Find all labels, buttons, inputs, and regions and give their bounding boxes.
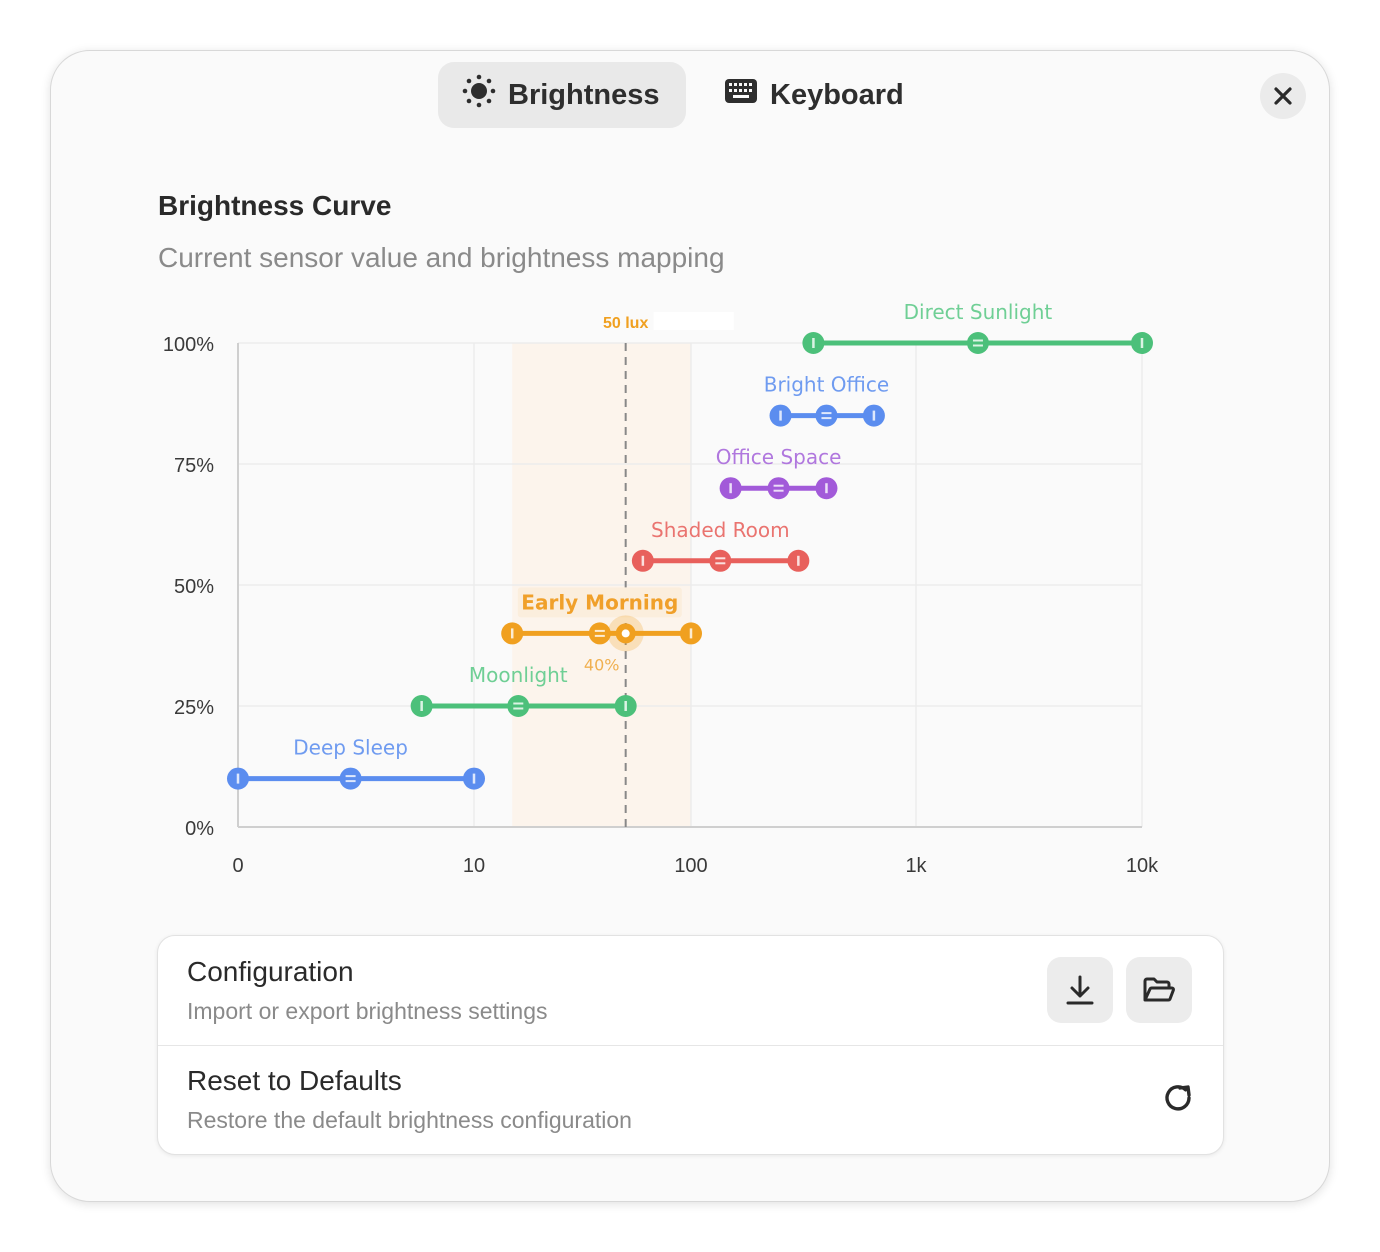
y-tick-label: 50% (174, 576, 214, 598)
x-tick-label: 10k (1126, 855, 1159, 877)
y-tick-label: 25% (174, 697, 214, 719)
close-icon (1274, 87, 1292, 105)
configuration-row: Configuration Import or export brightnes… (158, 936, 1223, 1046)
mid-handle[interactable] (966, 332, 989, 354)
mid-handle[interactable] (339, 767, 362, 790)
mid-handle[interactable] (767, 477, 790, 500)
mid-handle[interactable] (588, 622, 611, 645)
series-label: Bright Office (764, 373, 889, 397)
x-tick-label: 0 (232, 855, 243, 877)
series-label: Early Morning (521, 590, 678, 614)
tab-keyboard[interactable]: Keyboard (700, 62, 930, 128)
current-brightness-label: 40% (584, 655, 620, 674)
x-tick-label: 100 (674, 855, 707, 877)
y-tick-label: 0% (185, 818, 214, 840)
configuration-title: Configuration (187, 956, 354, 987)
series-label: Moonlight (469, 663, 568, 687)
sun-icon (462, 74, 496, 116)
tab-label: Brightness (508, 78, 660, 111)
import-button[interactable] (1126, 957, 1192, 1023)
current-lux-label: 50 lux (603, 315, 648, 332)
mid-handle[interactable] (507, 695, 530, 717)
reset-subtitle: Restore the default brightness configura… (187, 1107, 632, 1133)
current-point-center (621, 629, 630, 638)
configuration-subtitle: Import or export brightness settings (187, 998, 548, 1024)
section-subtitle: Current sensor value and brightness mapp… (158, 242, 725, 273)
series-label: Office Space (716, 445, 842, 469)
tab-brightness[interactable]: Brightness (438, 62, 686, 128)
tab-label: Keyboard (770, 78, 904, 111)
section-title: Brightness Curve (158, 190, 392, 221)
keyboard-icon (724, 78, 758, 112)
lux-label-bg (653, 312, 734, 330)
series-label: Deep Sleep (293, 736, 408, 760)
mid-handle[interactable] (709, 549, 732, 572)
close-button[interactable] (1260, 73, 1306, 119)
download-icon (1066, 975, 1094, 1005)
settings-card: Configuration Import or export brightnes… (157, 935, 1224, 1155)
export-button[interactable] (1047, 957, 1113, 1023)
y-tick-label: 100% (163, 334, 214, 356)
reset-row: Reset to Defaults Restore the default br… (158, 1045, 1223, 1154)
series-label: Shaded Room (651, 518, 790, 542)
mid-handle[interactable] (815, 404, 838, 427)
folder-open-icon (1143, 977, 1175, 1002)
x-tick-label: 10 (463, 855, 485, 877)
series-label: Direct Sunlight (904, 300, 1053, 324)
zone-label-highlight (517, 587, 682, 618)
refresh-icon (1165, 1085, 1191, 1111)
reset-title: Reset to Defaults (187, 1065, 402, 1096)
reset-button[interactable] (1153, 1073, 1203, 1123)
x-tick-label: 1k (905, 855, 927, 877)
y-tick-label: 75% (174, 455, 214, 477)
